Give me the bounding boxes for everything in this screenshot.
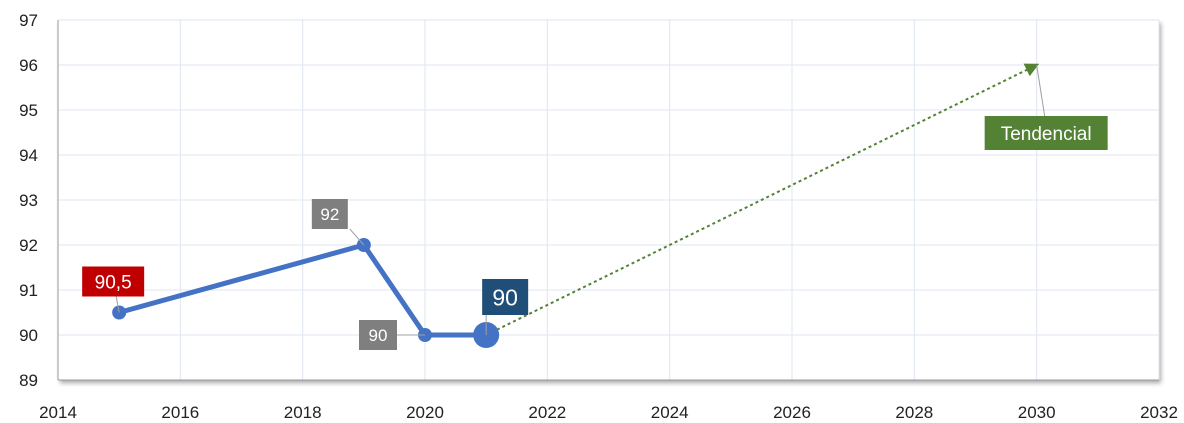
y-tick-label: 96	[19, 56, 38, 75]
label-leader-line	[349, 228, 365, 246]
data-label: 92	[320, 205, 339, 224]
y-tick-label: 94	[19, 146, 38, 165]
data-labels: 90,5 92 90 90 Tendencial	[82, 64, 1108, 350]
x-tick-label: 2022	[528, 403, 566, 422]
x-tick-label: 2020	[406, 403, 444, 422]
y-tick-label: 93	[19, 191, 38, 210]
trend-layer	[485, 63, 1040, 336]
x-tick-label: 2016	[161, 403, 199, 422]
y-tick-label: 95	[19, 101, 38, 120]
y-tick-label: 92	[19, 236, 38, 255]
trend-line	[485, 63, 1040, 336]
x-tick-label: 2014	[39, 403, 77, 422]
data-label-box	[82, 266, 145, 297]
x-tick-label: 2028	[895, 403, 933, 422]
data-label: Tendencial	[1001, 124, 1092, 145]
x-tick-label: 2026	[773, 403, 811, 422]
data-label-box	[359, 320, 397, 350]
y-tick-label: 97	[19, 11, 38, 30]
y-tick-label: 89	[19, 371, 38, 390]
y-tick-label: 91	[19, 281, 38, 300]
data-label: 90,5	[95, 272, 132, 293]
x-tick-label: 2024	[651, 403, 689, 422]
data-label-box	[482, 279, 529, 315]
label-leader-line	[1036, 64, 1046, 117]
x-tick-label: 2032	[1140, 403, 1178, 422]
data-label-box	[311, 199, 348, 229]
x-tick-label: 2030	[1018, 403, 1056, 422]
data-label: 90	[492, 284, 518, 310]
label-leader-line	[115, 296, 120, 313]
axes: 89 90 91 92 93 94 95 96 97 2014 2016 2018 2020 2022 20…	[19, 11, 1178, 422]
data-label-box	[984, 116, 1108, 150]
data-label: 90	[369, 326, 388, 345]
x-tick-label: 2018	[284, 403, 322, 422]
y-tick-label: 90	[19, 326, 38, 345]
series-line	[116, 242, 489, 338]
